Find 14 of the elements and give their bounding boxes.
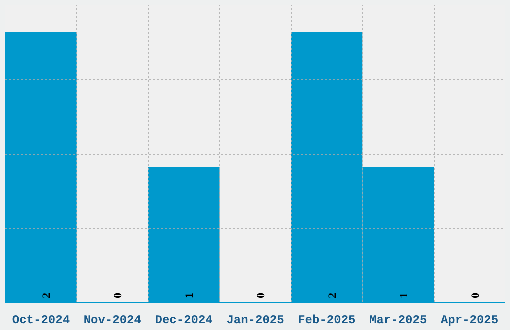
data-label: 1 [398,293,410,298]
data-label: 0 [112,292,125,298]
data-label: 2 [326,292,339,298]
x-tick-label: Feb-2025 [298,314,356,328]
data-label: 0 [470,292,482,298]
x-tick-label: Oct-2024 [12,314,70,328]
x-tick-label: Mar-2025 [370,314,428,328]
x-tick-label: Jan-2025 [226,314,284,328]
x-tick-label: Nov-2024 [84,314,142,328]
data-label: 1 [184,293,196,298]
x-tick-label: Dec-2024 [155,314,213,328]
x-tick-label: Apr-2025 [440,314,499,328]
data-label: 2 [41,292,54,298]
data-label: 0 [256,292,268,298]
